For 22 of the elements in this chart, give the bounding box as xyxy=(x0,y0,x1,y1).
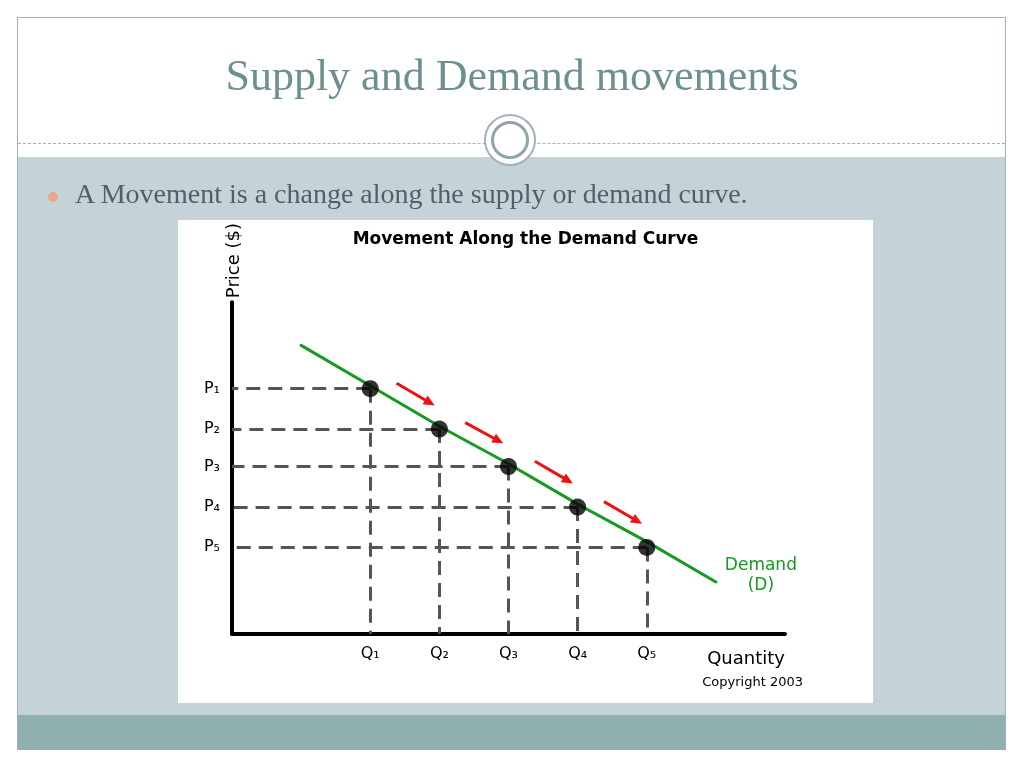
text: P₄ xyxy=(203,496,220,516)
x-tick-label: Q₅ xyxy=(637,642,657,662)
chart-title: Supply and Demand movements xyxy=(224,50,800,101)
text: Copyright 2003 xyxy=(702,674,803,689)
text: Movement Along the Demand Curve xyxy=(352,228,699,248)
y-axis-title: Price ($) xyxy=(221,222,243,299)
x-tick-label: Q₃ xyxy=(498,642,519,662)
series-label: Demand (D) xyxy=(724,554,797,595)
point xyxy=(569,498,587,516)
point xyxy=(500,458,517,476)
point xyxy=(638,538,656,556)
text: P₅ xyxy=(203,536,220,556)
point xyxy=(430,420,448,438)
x-tick-label: Q₄ xyxy=(568,642,588,662)
x-axis-title: Quantity xyxy=(707,646,786,668)
text: P₁ xyxy=(203,377,220,397)
x-tick-label: Q₁ xyxy=(360,642,380,662)
point xyxy=(361,380,379,398)
text: P₂ xyxy=(203,418,220,438)
text: P₃ xyxy=(203,455,220,475)
chart-subtitle: A Movement is a change along the supply or demand curve. xyxy=(75,178,748,210)
x-tick-label: Q₂ xyxy=(429,642,449,662)
